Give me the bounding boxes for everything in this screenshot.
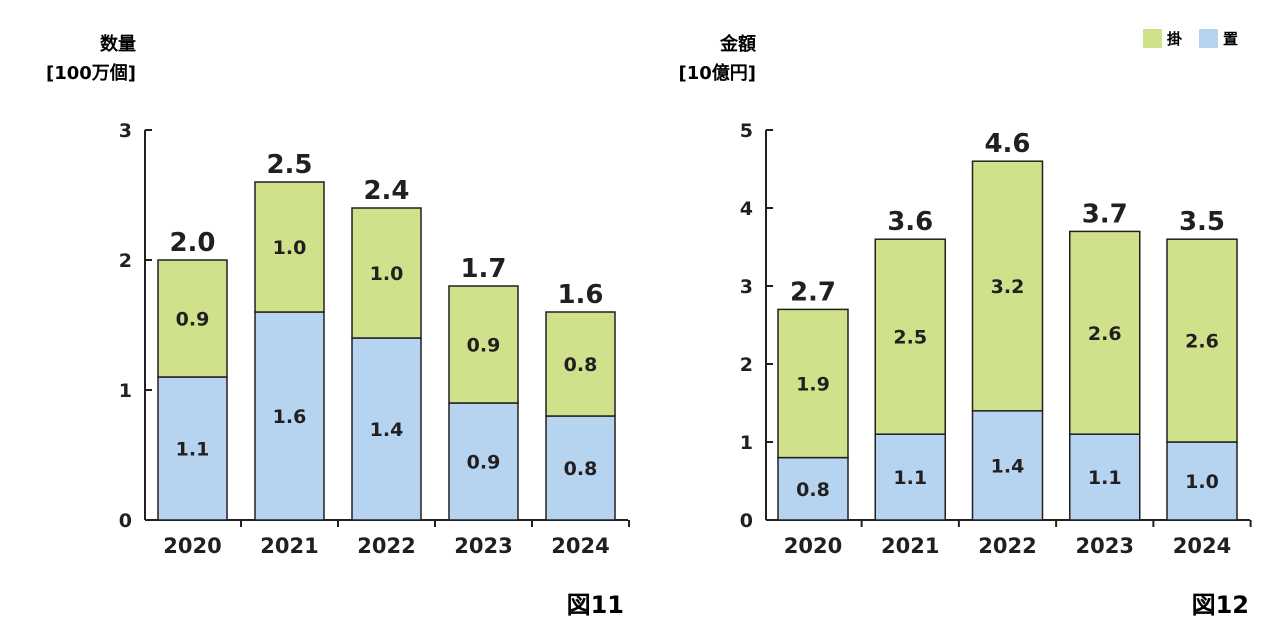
chart2-bar-oki (1166, 441, 1238, 521)
chart1-bar-kake (448, 285, 519, 404)
chart2-plot: 0 1 2 3 4 5 0.8 1.9 2.7 2020 1.1 2.5 3.6 2021 1.4 3.2 4.… (740, 120, 1252, 558)
chart1-y-tick-label: 0 (119, 510, 132, 532)
chart1-x-tick-label: 2020 (163, 534, 221, 558)
chart1-total-label: 2.5 (266, 150, 312, 180)
chart1-total-label: 2.0 (169, 228, 215, 258)
chart1-total-label: 1.6 (557, 280, 603, 310)
chart2-total-label: 3.7 (1082, 199, 1128, 229)
chart2-figure-label: 図12 (1192, 591, 1249, 619)
chart2-label-oki: 1.1 (893, 467, 927, 489)
chart2-y-tick-label: 5 (740, 120, 753, 142)
chart2-bar-kake (1069, 230, 1141, 435)
chart2-label-oki: 1.0 (1185, 471, 1219, 493)
legend-swatch-kake (1143, 29, 1162, 48)
chart2-label-oki: 1.1 (1088, 467, 1122, 489)
legend: 掛 置 (1143, 29, 1238, 48)
chart2-y-tick-label: 0 (740, 510, 753, 532)
chart1-label-oki: 1.4 (370, 419, 404, 441)
chart1-label-kake: 1.0 (273, 237, 307, 259)
chart2-total-label: 4.6 (984, 129, 1030, 159)
chart1-plot: 0 1 2 3 1.1 0.9 2.0 2020 1.6 1.0 2.5 2021 1.4 1.0 2.4 2… (119, 120, 630, 558)
chart1-x-tick-label: 2023 (454, 534, 512, 558)
legend-label-oki: 置 (1223, 30, 1238, 48)
chart2-label-oki: 0.8 (796, 479, 830, 501)
legend-swatch-oki (1199, 29, 1218, 48)
chart1-y-tick-label: 2 (119, 250, 132, 272)
chart2-y-tick-label: 3 (740, 276, 753, 298)
chart1-bar-oki (254, 311, 325, 521)
chart2-x-tick-label: 2021 (881, 534, 939, 558)
chart2-label-kake: 1.9 (796, 374, 830, 396)
chart2-bar-kake (874, 238, 946, 435)
chart1-bar-kake (545, 311, 616, 417)
chart2-bar-kake (971, 160, 1044, 412)
chart2-x-tick-label: 2022 (978, 534, 1036, 558)
chart1-bar-kake (351, 207, 422, 339)
chart1-y-tick-label: 1 (119, 380, 132, 402)
chart2-y-tick-label: 4 (740, 198, 753, 220)
chart1-x-tick-label: 2021 (260, 534, 318, 558)
chart1-bar-oki (545, 415, 616, 521)
chart1-label-oki: 0.9 (467, 452, 501, 474)
chart2-bar-kake (1166, 238, 1238, 443)
chart2-ylabel-line2: [10億円] (678, 62, 756, 84)
chart1-bar-oki (157, 376, 228, 521)
chart2-label-kake: 2.6 (1088, 323, 1122, 345)
chart2-total-label: 3.6 (887, 207, 933, 237)
chart2-bar-oki (971, 410, 1044, 521)
chart2-x-tick-label: 2020 (784, 534, 842, 558)
chart1-label-oki: 1.6 (273, 406, 307, 428)
legend-label-kake: 掛 (1167, 30, 1182, 48)
chart2-bar-kake (777, 308, 849, 459)
chart1-label-kake: 0.9 (176, 309, 210, 331)
chart1-ylabel-line1: 数量 (100, 33, 136, 55)
chart1-label-kake: 1.0 (370, 263, 404, 285)
chart1-x-tick-label: 2024 (551, 534, 609, 558)
chart2-label-kake: 2.6 (1185, 331, 1219, 353)
chart2-ylabel-line1: 金額 (719, 33, 756, 55)
chart1-ylabel-line2: [100万個] (46, 63, 136, 84)
chart1-y-tick-label: 3 (119, 120, 132, 142)
chart1-total-label: 2.4 (363, 176, 409, 206)
chart2-label-oki: 1.4 (991, 455, 1025, 477)
chart2-x-tick-label: 2023 (1076, 534, 1134, 558)
chart1-label-kake: 0.9 (467, 335, 501, 357)
chart1-label-oki: 0.8 (564, 458, 598, 480)
chart2-y-tick-label: 1 (740, 432, 753, 454)
chart2-label-kake: 2.5 (893, 327, 927, 349)
chart1-total-label: 1.7 (460, 254, 506, 284)
chart2-x-tick-label: 2024 (1173, 534, 1231, 558)
chart1-label-oki: 1.1 (176, 439, 210, 461)
chart2-y-tick-label: 2 (740, 354, 753, 376)
chart2-total-label: 2.7 (790, 277, 836, 307)
chart1-x-tick-label: 2022 (357, 534, 415, 558)
chart1-bar-oki (351, 337, 422, 521)
chart1-bar-kake (157, 259, 228, 378)
chart2-bar-oki (874, 433, 946, 521)
chart2-label-kake: 3.2 (991, 276, 1025, 298)
chart1-bar-kake (254, 181, 325, 313)
chart2-total-label: 3.5 (1179, 207, 1225, 237)
chart1-figure-label: 図11 (567, 591, 624, 619)
chart1-label-kake: 0.8 (564, 354, 598, 376)
chart2-bar-oki (1069, 433, 1141, 521)
